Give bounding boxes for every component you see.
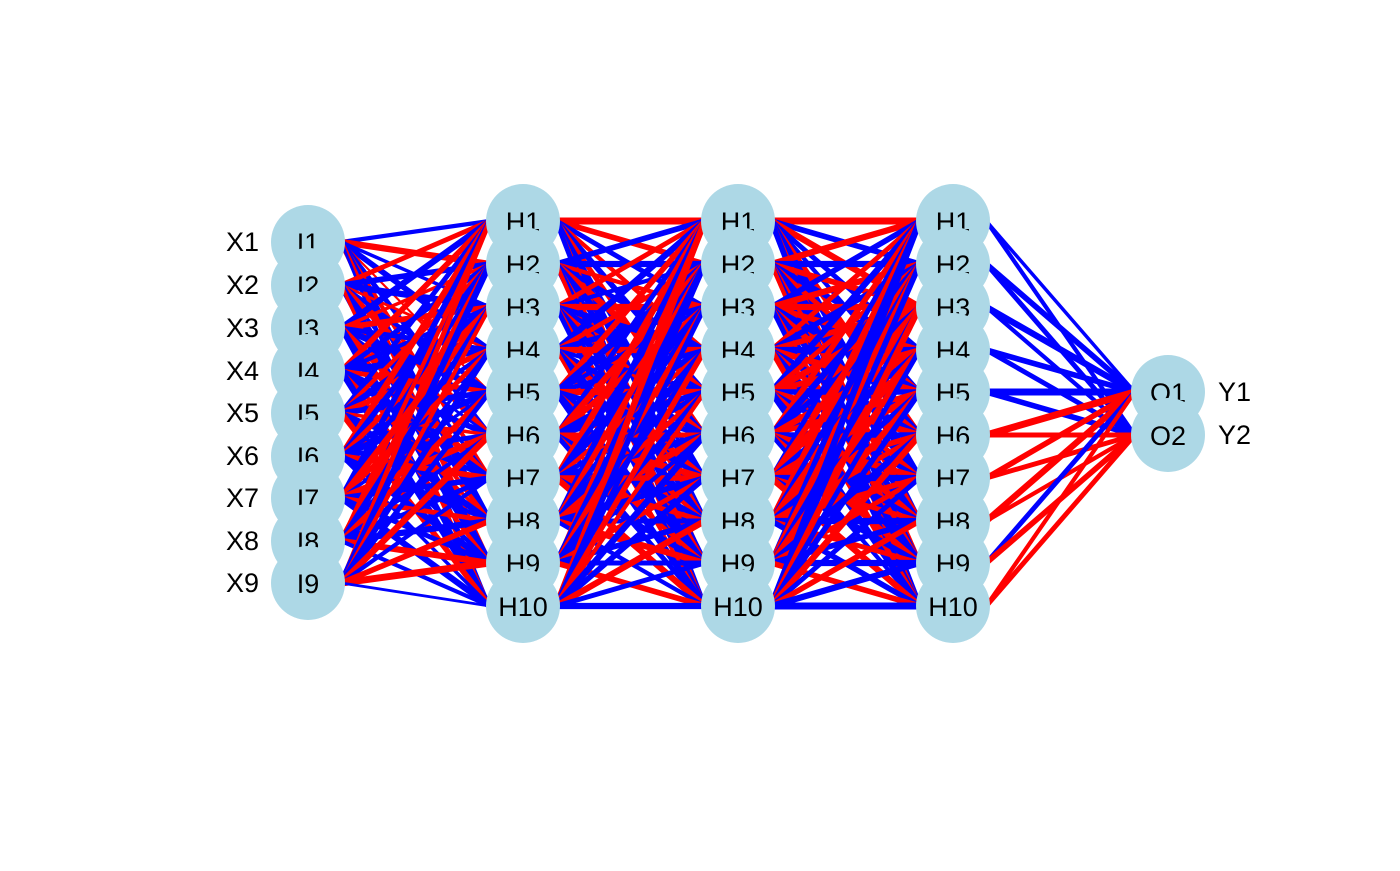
edge-input-i9-to-hidden1-h5 (339, 390, 492, 585)
edge-hidden1-h8-to-hidden2-h1 (553, 219, 708, 523)
connections-group (338, 217, 1137, 610)
edge-input-i9-to-hidden1-h4 (338, 348, 493, 585)
neuron-circle (1131, 398, 1205, 472)
input-variable-label-x4: X4 (226, 356, 259, 386)
edge-hidden2-h10-to-hidden3-h3 (768, 305, 923, 608)
output-variable-label-y1: Y1 (1218, 377, 1251, 407)
edge-hidden3-h2-to-output-o1 (984, 261, 1137, 395)
edge-input-i5-to-hidden1-h1 (339, 219, 492, 415)
edge-input-i2-to-hidden1-h1 (340, 218, 491, 288)
neuron-label: H10 (713, 592, 763, 622)
neuron-circle (486, 569, 560, 643)
edge-hidden3-h7-to-output-o1 (984, 389, 1137, 481)
edge-hidden2-h10-to-hidden3-h8 (769, 518, 922, 609)
edge-input-i9-to-hidden1-h9 (340, 559, 491, 587)
input-variable-label-x9: X9 (226, 568, 259, 598)
neuron-label: O2 (1150, 421, 1186, 451)
edge-input-i1-to-hidden1-h1 (341, 218, 490, 245)
edge-input-i9-to-hidden1-h3 (339, 306, 492, 584)
edge-input-i9-to-hidden1-h2 (338, 262, 493, 585)
edge-hidden1-h2-to-hidden2-h1 (555, 218, 706, 267)
edge-input-i9-to-hidden1-h10 (341, 581, 490, 608)
neuron-label: I9 (297, 569, 320, 599)
node-output-o2: O2 (1131, 398, 1205, 472)
edge-hidden3-h8-to-output-o1 (984, 389, 1137, 524)
edge-hidden1-h6-to-hidden2-h1 (554, 219, 707, 437)
node-hidden3-h10: H10 (916, 569, 990, 643)
input-variable-label-x2: X2 (226, 270, 259, 300)
edge-hidden2-h10-to-hidden3-h2 (768, 262, 923, 608)
edge-hidden2-h4-to-hidden3-h1 (769, 219, 922, 352)
edge-hidden3-h4-to-output-o1 (985, 347, 1136, 395)
edge-hidden1-h4-to-hidden2-h1 (554, 218, 707, 353)
edge-hidden1-h10-to-hidden2-h9 (555, 560, 706, 609)
edge-hidden2-h10-to-hidden3-h5 (768, 390, 923, 608)
edge-hidden3-h1-to-output-o1 (984, 219, 1137, 394)
edge-hidden1-h10-to-hidden2-h5 (554, 390, 707, 608)
neuron-label: H10 (498, 592, 548, 622)
edge-input-i3-to-hidden1-h1 (339, 218, 492, 331)
edge-hidden1-h10-to-hidden2-h8 (554, 518, 707, 609)
edge-hidden1-h10-to-hidden2-h7 (554, 475, 707, 609)
edge-input-i9-to-hidden1-h7 (340, 476, 491, 585)
edge-hidden1-h5-to-hidden2-h1 (554, 219, 707, 394)
input-variable-label-x8: X8 (226, 526, 259, 556)
input-variable-label-x1: X1 (226, 227, 259, 257)
edge-hidden2-h10-to-hidden3-h9 (770, 559, 921, 610)
neurons-group: I1I2I3I4I5I6I7I8I9H1H2H3H4H5H6H7H8H9H10H… (271, 184, 1205, 643)
node-hidden2-h10: H10 (701, 569, 775, 643)
edge-hidden1-h3-to-hidden2-h1 (555, 218, 706, 310)
edge-input-i8-to-hidden1-h1 (339, 220, 492, 542)
edge-hidden3-h9-to-output-o1 (984, 390, 1137, 565)
edge-hidden2-h2-to-hidden3-h1 (770, 217, 921, 268)
edge-input-i4-to-hidden1-h1 (339, 219, 492, 373)
edge-hidden1-h10-to-hidden2-h6 (553, 432, 708, 609)
edge-hidden3-h10-to-output-o2 (984, 433, 1137, 608)
edge-input-i9-to-hidden1-h8 (340, 518, 491, 586)
edge-hidden2-h10-to-hidden3-h6 (768, 432, 923, 609)
edge-hidden2-h10-to-hidden3-h1 (768, 219, 923, 608)
input-variable-label-x3: X3 (226, 313, 259, 343)
edge-hidden2-h5-to-hidden3-h1 (768, 218, 923, 395)
neuron-circle (271, 546, 345, 620)
neuron-circle (701, 569, 775, 643)
edge-hidden2-h7-to-hidden3-h1 (769, 219, 922, 480)
neuron-circle (916, 569, 990, 643)
edge-hidden1-h10-to-hidden2-h1 (553, 219, 708, 608)
edge-hidden2-h3-to-hidden3-h1 (769, 218, 922, 310)
output-variable-label-y2: Y2 (1218, 420, 1251, 450)
input-variable-label-x7: X7 (226, 483, 259, 513)
variable-labels-group: X1 X2 X3 X4 X5 X6 X7 X8 X9 Y1 Y2 (226, 227, 1251, 598)
edge-hidden3-h10-to-output-o1 (984, 390, 1137, 608)
edge-hidden2-h10-to-hidden3-h7 (769, 476, 922, 608)
input-variable-label-x6: X6 (226, 441, 259, 471)
neuron-label: H10 (928, 592, 978, 622)
edge-hidden1-h10-to-hidden2-h2 (553, 262, 708, 608)
edge-hidden1-h10-to-hidden2-h4 (553, 348, 708, 608)
node-input-i9: I9 (271, 546, 345, 620)
edge-hidden2-h6-to-hidden3-h1 (768, 219, 923, 437)
edge-hidden2-h10-to-hidden3-h4 (769, 348, 922, 608)
node-hidden1-h10: H10 (486, 569, 560, 643)
edge-hidden1-h10-to-hidden2-h3 (554, 305, 707, 608)
input-variable-label-x5: X5 (226, 398, 259, 428)
edge-input-i7-to-hidden1-h1 (338, 219, 493, 500)
edge-hidden3-h6-to-output-o1 (985, 388, 1136, 439)
edge-input-i6-to-hidden1-h1 (338, 219, 493, 458)
edge-hidden3-h3-to-output-o1 (984, 304, 1137, 395)
edge-hidden1-h7-to-hidden2-h1 (553, 219, 708, 480)
edge-input-i9-to-hidden1-h6 (339, 432, 492, 586)
